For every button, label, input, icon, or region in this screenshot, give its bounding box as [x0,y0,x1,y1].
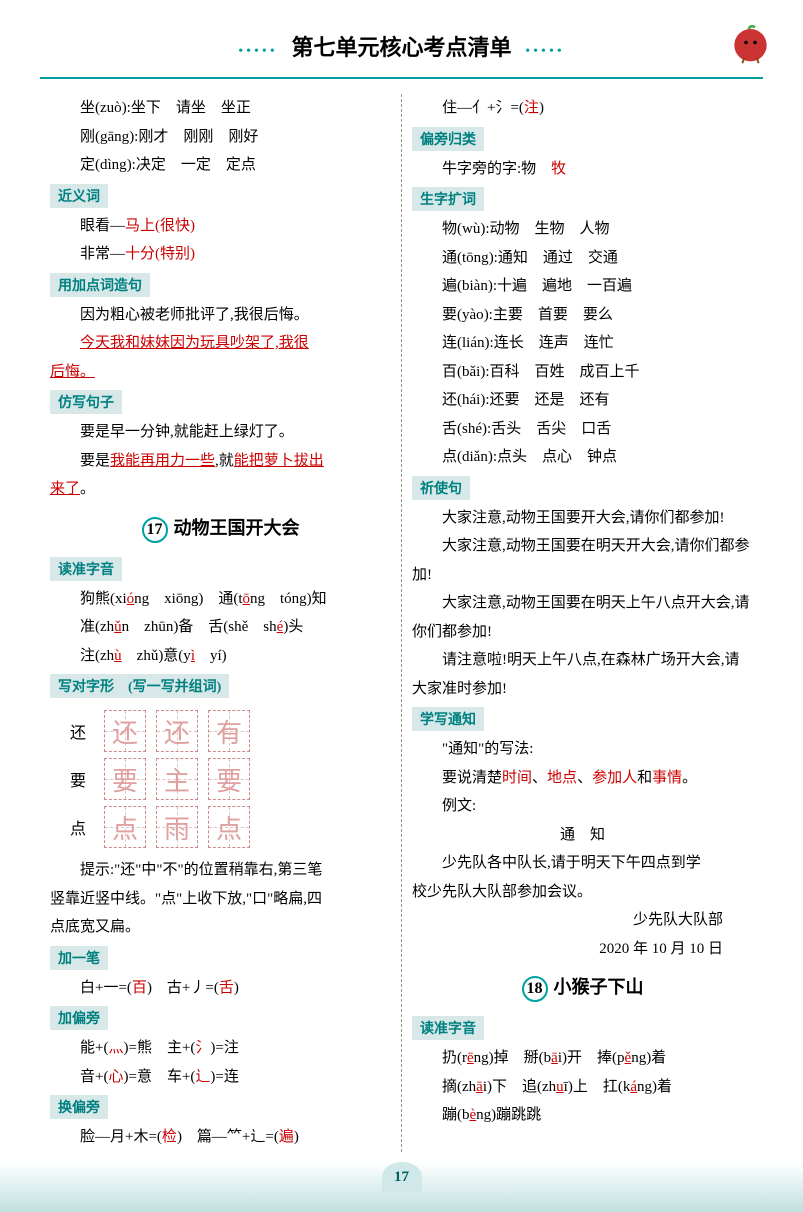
tishi: 竖靠近竖中线。"点"上收下放,"口"略扁,四 [50,885,391,914]
grid-box: 还 [104,710,146,752]
section-jiapianpang: 加偏旁 [50,1006,108,1030]
duzhun-line: 狗熊(xióng xiōng) 通(tōng tóng)知 [50,585,391,614]
zi-entry: 坐(zuò):坐下 请坐 坐正 [50,94,391,123]
shengzi-item: 通(tōng):通知 通过 交通 [412,244,753,273]
fangxie-example: 要是早一分钟,就能赶上绿灯了。 [50,418,391,447]
grid-box: 要 [208,758,250,800]
qishi-line: 大家注意,动物王国要在明天上午八点开大会,请你们都参加! [412,589,753,646]
section-fangxie: 仿写句子 [50,390,122,414]
liwen-label: 例文: [412,792,753,821]
lesson-num: 18 [522,976,548,1002]
section-zaoju: 用加点词造句 [50,273,150,297]
shengzi-item: 要(yào):主要 首要 要么 [412,301,753,330]
section-duzhun: 读准字音 [50,557,122,581]
jinyici-item: 眼看—马上(很快) [50,212,391,241]
tishi: 提示:"还"中"不"的位置稍靠右,第三笔 [50,856,391,885]
shengzi-item: 物(wù):动物 生物 人物 [412,215,753,244]
shengzi-item: 点(diǎn):点头 点心 钟点 [412,443,753,472]
section-xieduizi: 写对字形 (写一写并组词) [50,674,229,698]
duzhun18-line: 蹦(bèng)蹦跳跳 [412,1101,753,1130]
writing-row: 还 还 还 有 [70,710,391,752]
left-column: 坐(zuò):坐下 请坐 坐正 刚(gāng):刚才 刚刚 刚好 定(dìng)… [40,94,402,1152]
shengzi-item: 还(hái):还要 还是 还有 [412,386,753,415]
tishi: 点底宽又扁。 [50,913,391,942]
content-columns: 坐(zuò):坐下 请坐 坐正 刚(gāng):刚才 刚刚 刚好 定(dìng)… [40,94,763,1152]
zi-entry: 定(dìng):决定 一定 定点 [50,151,391,180]
duzhun18-line: 扔(rēng)掉 掰(bāi)开 捧(pěng)着 [412,1044,753,1073]
grid-box: 有 [208,710,250,752]
duzhun-line: 准(zhǔn zhūn)备 舌(shě shé)头 [50,613,391,642]
page-title: 第七单元核心考点清单 [291,30,511,62]
shengzi-item: 百(bǎi):百科 百姓 成百上千 [412,358,753,387]
dots-left: ••••• [238,44,278,59]
grid-box: 主 [156,758,198,800]
section-tongzhi: 学写通知 [412,707,484,731]
huanpianpang-line: 脸—月+木=(检) 篇—⺮+辶=(遍) [50,1123,391,1152]
section-pianpang: 偏旁归类 [412,127,484,151]
tongzhi-sign: 少先队大队部 [412,906,723,935]
jiapianpang-line: 音+(心)=意 车+(辶)=连 [50,1063,391,1092]
section-shengzi: 生字扩词 [412,187,484,211]
tongzhi-req: 要说清楚时间、地点、参加人和事情。 [412,764,753,793]
shengzi-item: 遍(biàn):十遍 遍地 一百遍 [412,272,753,301]
grid-box: 要 [104,758,146,800]
grid-box: 点 [208,806,250,848]
apple-icon [728,20,773,65]
jiayibi-line: 白+一=(百) 古+丿=(舌) [50,974,391,1003]
writing-grid: 还 还 还 有 要 要 主 要 点 点 雨 点 [70,710,391,848]
fangxie-answer-cont: 来了。 [50,475,391,504]
zi-entry: 刚(gāng):刚才 刚刚 刚好 [50,123,391,152]
jinyici-item: 非常—十分(特别) [50,240,391,269]
lesson-num: 17 [142,517,168,543]
section-qishi: 祈使句 [412,476,470,500]
section-jiayibi: 加一笔 [50,946,108,970]
lesson-17-title: 17动物王国开大会 [50,514,391,543]
grid-box: 雨 [156,806,198,848]
shengzi-item: 连(lián):连长 连声 连忙 [412,329,753,358]
section-huanpianpang: 换偏旁 [50,1095,108,1119]
tongzhi-intro: "通知"的写法: [412,735,753,764]
duzhun18-line: 摘(zhāi)下 追(zhuī)上 扛(káng)着 [412,1073,753,1102]
grid-box: 点 [104,806,146,848]
tongzhi-title: 通 知 [412,821,753,850]
grid-box: 还 [156,710,198,752]
zaoju-answer-cont: 后悔。 [50,358,391,387]
zaoju-answer: 今天我和妹妹因为玩具吵架了,我很 [50,329,391,358]
tongzhi-body: 少先队各中队长,请于明天下午四点到学 [412,849,753,878]
section-duzhun-18: 读准字音 [412,1016,484,1040]
writing-row: 要 要 主 要 [70,758,391,800]
qishi-line: 请注意啦!明天上午八点,在森林广场开大会,请大家准时参加! [412,646,753,703]
right-column: 住—亻+氵=(注) 偏旁归类 牛字旁的字:物 牧 生字扩词 物(wù):动物 生… [402,94,763,1152]
writing-row: 点 点 雨 点 [70,806,391,848]
qishi-line: 大家注意,动物王国要在明天开大会,请你们都参加! [412,532,753,589]
tongzhi-body: 校少先队大队部参加会议。 [412,878,753,907]
header: ••••• 第七单元核心考点清单 ••••• [40,30,763,62]
qishi-line: 大家注意,动物王国要开大会,请你们都参加! [412,504,753,533]
page: ••••• 第七单元核心考点清单 ••••• 坐(zuò):坐下 请坐 坐正 刚… [0,0,803,1212]
page-number: 17 [382,1162,422,1192]
jiapianpang-line: 能+(灬)=熊 主+(氵)=注 [50,1034,391,1063]
fangxie-answer: 要是我能再用力一些,就能把萝卜拔出 [50,447,391,476]
section-jinyici: 近义词 [50,184,108,208]
tongzhi-date: 2020 年 10 月 10 日 [412,935,723,964]
shengzi-item: 舌(shé):舌头 舌尖 口舌 [412,415,753,444]
lesson-18-title: 18小猴子下山 [412,973,753,1002]
zhu-line: 住—亻+氵=(注) [412,94,753,123]
duzhun-line: 注(zhù zhǔ)意(yì yí) [50,642,391,671]
top-divider [40,77,763,79]
dots-right: ••••• [525,44,565,59]
pianpang-line: 牛字旁的字:物 牧 [412,155,753,184]
zaoju-example: 因为粗心被老师批评了,我很后悔。 [50,301,391,330]
